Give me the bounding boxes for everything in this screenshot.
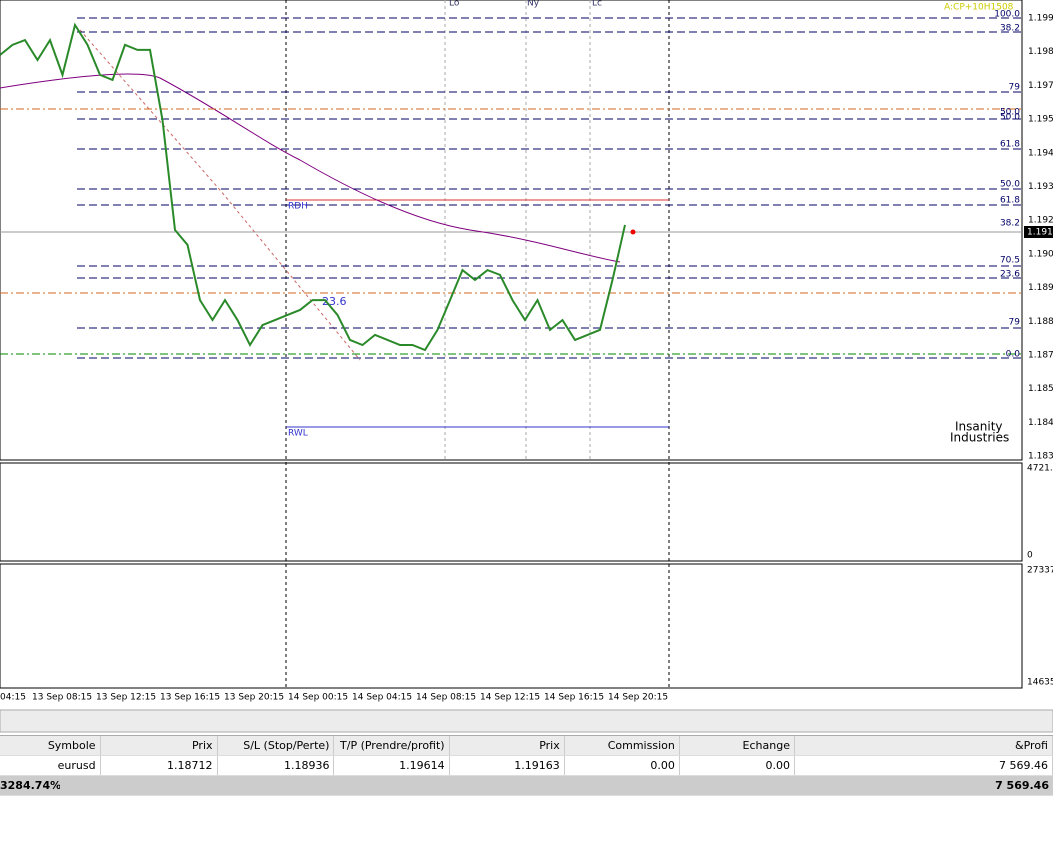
fib-label: 38.2 [1000, 24, 1020, 34]
cell: 1.19163 [450, 756, 565, 775]
watermark: Industries [950, 431, 1009, 445]
time-label: 13 Sep 20:15 [224, 693, 284, 703]
price-panel [0, 0, 1023, 461]
price-label: 1.183 [1028, 452, 1053, 462]
price-label: 1.197 [1028, 81, 1053, 91]
price-label: 1.192 [1028, 216, 1053, 226]
cell: Symbole [0, 736, 101, 755]
price-line [0, 22, 626, 352]
price-label: 1.189 [1028, 283, 1053, 293]
summary-cell: 7 569.46 [995, 779, 1049, 792]
oscillator-panel [0, 563, 1023, 689]
price-label: 1.187 [1028, 351, 1053, 361]
price-label: 1.185 [1028, 384, 1053, 394]
time-label: 14 Sep 12:15 [480, 693, 540, 703]
session-label: Lo [449, 0, 460, 9]
cell: Commission [565, 736, 680, 755]
volume-label: 0 [1027, 551, 1033, 561]
session-label: Ny [527, 0, 540, 9]
time-label: 14 Sep 00:15 [288, 693, 348, 703]
volume-label: 4721.8 [1027, 464, 1053, 474]
fib-label: 79 [1009, 318, 1021, 328]
terminal-chart: 1.1916 Insanity Industries A:CP+10H1508 … [0, 0, 1053, 733]
osc-label: 14635 [1027, 678, 1053, 688]
time-label: 14 Sep 04:15 [352, 693, 412, 703]
time-label: 14 Sep 08:15 [416, 693, 476, 703]
trade-table: Symbole Prix S/L (Stop/Perte) T/P (Prendre/… [0, 735, 1053, 796]
level-label: RWL [288, 429, 308, 439]
current-price: 1.1916 [1027, 228, 1053, 238]
time-label: 14 Sep 16:15 [544, 693, 604, 703]
table-row: Symbole Prix S/L (Stop/Perte) T/P (Prendre/… [0, 735, 1053, 756]
cell: T/P (Prendre/profit) [334, 736, 450, 755]
fib-label: 0.0 [1006, 350, 1021, 360]
fib-label: 61.8 [1000, 140, 1020, 150]
price-label: 1.195 [1028, 115, 1053, 125]
price-label: 1.184 [1028, 418, 1053, 428]
fib-label: 61.8 [1000, 196, 1020, 206]
price-label: 1.193 [1028, 182, 1053, 192]
time-label: 04:15 [0, 693, 26, 703]
cell: Echange [680, 736, 795, 755]
fib-label: 50.0 [1000, 108, 1020, 118]
trend-line [79, 29, 361, 361]
price-label: 1.198 [1028, 47, 1053, 57]
fib-label: 38.2 [1000, 219, 1020, 229]
time-label: 13 Sep 16:15 [160, 693, 220, 703]
price-tag [1024, 226, 1053, 238]
summary-row: 3284.74% 7 569.46 [0, 776, 1053, 796]
cell: 0.00 [565, 756, 680, 775]
cell: &Profi [795, 736, 1053, 755]
cell: S/L (Stop/Perte) [218, 736, 335, 755]
moving-average [0, 73, 621, 263]
cell: 7 569.46 [795, 756, 1053, 775]
session-label: Lc [592, 0, 602, 9]
toolbar [0, 709, 1053, 733]
level-label: RDH [288, 202, 308, 212]
cell: 1.18936 [218, 756, 335, 775]
price-label: 1.188 [1028, 317, 1053, 327]
cell: eurusd [0, 756, 101, 775]
watermark: Insanity [955, 420, 1003, 434]
fib-label: 50.0 [1000, 113, 1020, 123]
corner-label: A:CP+10H1508 [944, 3, 1014, 13]
osc-label: 27337 [1027, 566, 1053, 576]
cell: 0.00 [680, 756, 795, 775]
time-label: 13 Sep 12:15 [96, 693, 156, 703]
fib-label: 70.5 [1000, 256, 1020, 266]
cell: 1.18712 [101, 756, 218, 775]
fib-label: 50.0 [1000, 180, 1020, 190]
time-label: 13 Sep 08:15 [32, 693, 92, 703]
table-row: eurusd 1.18712 1.18936 1.19614 1.19163 0.00 0.… [0, 756, 1053, 776]
fib-label: 79 [1009, 83, 1021, 93]
volume-panel [0, 462, 1023, 562]
cell: Prix [450, 736, 565, 755]
fib-label: 100.0 [994, 10, 1020, 20]
cell: Prix [101, 736, 218, 755]
price-label: 1.199 [1028, 14, 1053, 24]
time-label: 14 Sep 20:15 [608, 693, 668, 703]
last-dot [630, 229, 636, 235]
cell: 1.19614 [334, 756, 450, 775]
price-label: 1.190 [1028, 249, 1053, 259]
price-label: 1.194 [1028, 148, 1053, 158]
summary-cell: 3284.74% [0, 779, 60, 792]
fib-label: 23.6 [1000, 270, 1020, 280]
